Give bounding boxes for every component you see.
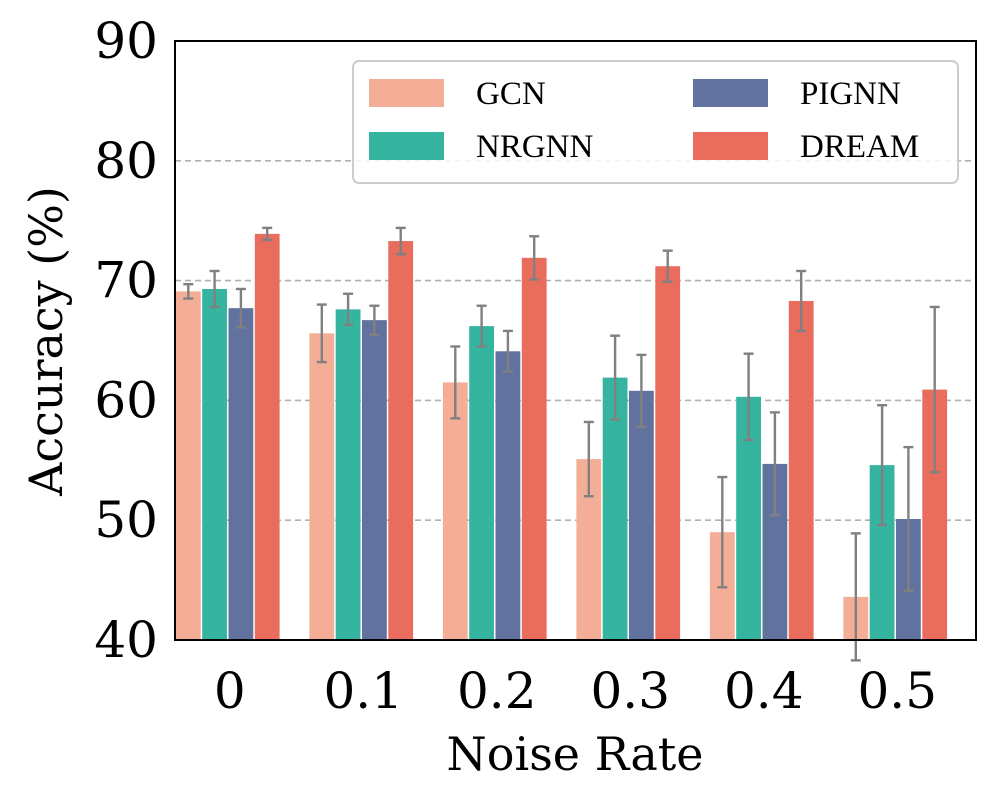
legend: GCN NRGNN PIGNN DREAM — [352, 60, 959, 184]
x-axis-title: Noise Rate — [447, 727, 704, 781]
legend-label-pignn: PIGNN — [800, 76, 901, 112]
x-tick-label: 0.2 — [457, 662, 537, 720]
legend-label-nrgnn: NRGNN — [476, 129, 594, 165]
y-axis-title: Accuracy (%) — [19, 186, 73, 497]
x-tick-label: 0.1 — [323, 662, 403, 720]
bar-dream-3 — [655, 266, 681, 640]
y-tick-label: 90 — [94, 12, 158, 70]
bar-gcn-2 — [442, 382, 468, 640]
y-tick-labels: 40 50 60 70 80 90 — [94, 12, 158, 669]
x-tick-label: 0 — [214, 662, 246, 720]
x-tick-labels: 0 0.1 0.2 0.3 0.4 0.5 — [214, 662, 937, 720]
bar-pignn-2 — [495, 351, 521, 640]
legend-swatch-pignn — [693, 79, 768, 107]
legend-swatch-dream — [693, 132, 768, 160]
legend-swatch-nrgnn — [369, 132, 444, 160]
bar-pignn-1 — [362, 320, 387, 640]
bar-dream-4 — [788, 300, 814, 640]
bar-pignn-3 — [629, 390, 654, 640]
y-tick-label: 40 — [94, 611, 158, 669]
bar-nrgnn-0 — [202, 288, 227, 640]
y-tick-label: 50 — [94, 491, 158, 549]
y-tick-label: 70 — [94, 252, 158, 310]
legend-box — [352, 60, 959, 184]
bar-nrgnn-1 — [335, 309, 361, 640]
gridlines — [175, 160, 976, 522]
bar-gcn-0 — [175, 291, 201, 640]
bar-pignn-0 — [228, 308, 254, 640]
x-tick-label: 0.4 — [724, 662, 804, 720]
legend-swatch-gcn — [369, 79, 444, 107]
error-bars — [183, 226, 940, 662]
bar-nrgnn-2 — [469, 326, 494, 640]
bars — [175, 233, 948, 641]
x-tick-label: 0.5 — [857, 662, 937, 720]
legend-label-gcn: GCN — [476, 76, 546, 112]
bar-nrgnn-3 — [602, 377, 628, 640]
bar-gcn-1 — [309, 333, 335, 640]
legend-label-dream: DREAM — [800, 129, 919, 165]
x-tick-label: 0.3 — [590, 662, 670, 720]
y-tick-label: 60 — [94, 371, 158, 429]
y-tick-label: 80 — [94, 132, 158, 190]
plot-frame — [174, 40, 977, 641]
bar-dream-1 — [388, 241, 414, 641]
bar-dream-0 — [254, 233, 280, 641]
bar-dream-2 — [521, 257, 547, 640]
